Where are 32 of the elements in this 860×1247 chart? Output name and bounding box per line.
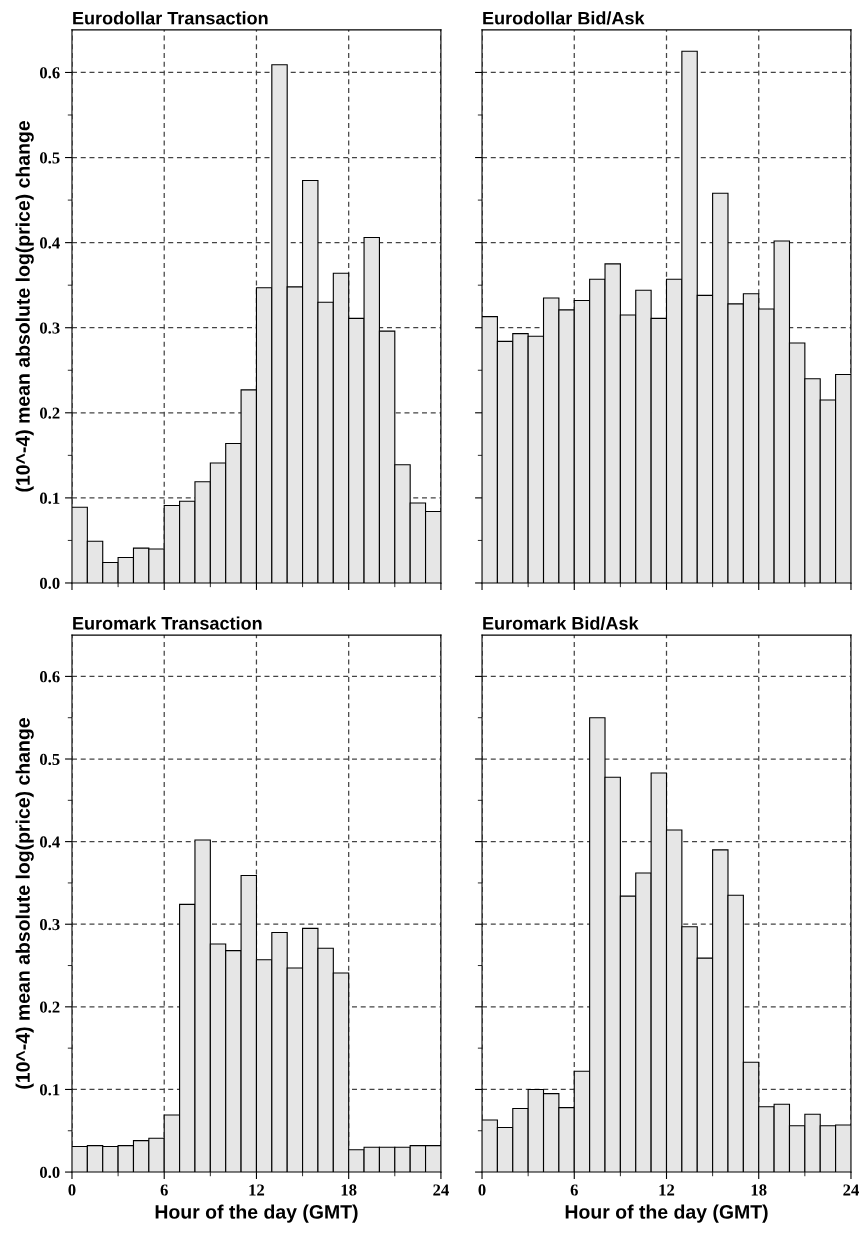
y-tick-label: 0.4 bbox=[39, 836, 60, 848]
y-tick-label: 0.2 bbox=[39, 407, 60, 419]
chart-title: Eurodollar Bid/Ask bbox=[483, 11, 645, 25]
x-tick-label: 6 bbox=[570, 1184, 578, 1196]
x-tick-label: 6 bbox=[160, 1184, 168, 1196]
y-tick-label: 0.4 bbox=[39, 237, 60, 249]
chart-title: Euromark Bid/Ask bbox=[483, 616, 639, 630]
y-tick-label: 0.3 bbox=[39, 322, 60, 334]
y-tick-label: 0.1 bbox=[39, 492, 60, 504]
x-axis-title: Hour of the day (GMT) bbox=[155, 1204, 358, 1223]
y-tick-label: 0.3 bbox=[39, 918, 60, 931]
y-axis-title: (10^-4) mean absolute log(price) change bbox=[15, 120, 34, 492]
y-tick-label: 0.5 bbox=[39, 152, 60, 164]
x-tick-label: 12 bbox=[249, 1184, 265, 1196]
y-tick-label: 0.6 bbox=[39, 67, 60, 79]
x-tick-label: 12 bbox=[659, 1184, 675, 1196]
x-tick-label: 0 bbox=[68, 1184, 76, 1196]
x-tick-label: 24 bbox=[843, 1184, 859, 1196]
x-tick-label: 0 bbox=[478, 1184, 486, 1196]
y-tick-label: 0.2 bbox=[39, 1001, 60, 1013]
x-tick-label: 24 bbox=[433, 1184, 449, 1196]
x-axis-title: Hour of the day (GMT) bbox=[565, 1204, 768, 1223]
y-tick-label: 0.1 bbox=[39, 1084, 60, 1096]
y-tick-label: 0.0 bbox=[39, 577, 60, 589]
y-axis-title: (10^-4) mean absolute log(price) change bbox=[15, 718, 34, 1089]
x-tick-label: 18 bbox=[751, 1184, 767, 1196]
y-tick-label: 0.0 bbox=[39, 1166, 60, 1179]
x-tick-label: 18 bbox=[341, 1184, 357, 1196]
chart-title: Euromark Transaction bbox=[73, 616, 262, 630]
y-tick-label: 0.6 bbox=[39, 671, 60, 683]
y-tick-label: 0.5 bbox=[39, 753, 60, 766]
chart-title: Eurodollar Transaction bbox=[73, 11, 268, 25]
